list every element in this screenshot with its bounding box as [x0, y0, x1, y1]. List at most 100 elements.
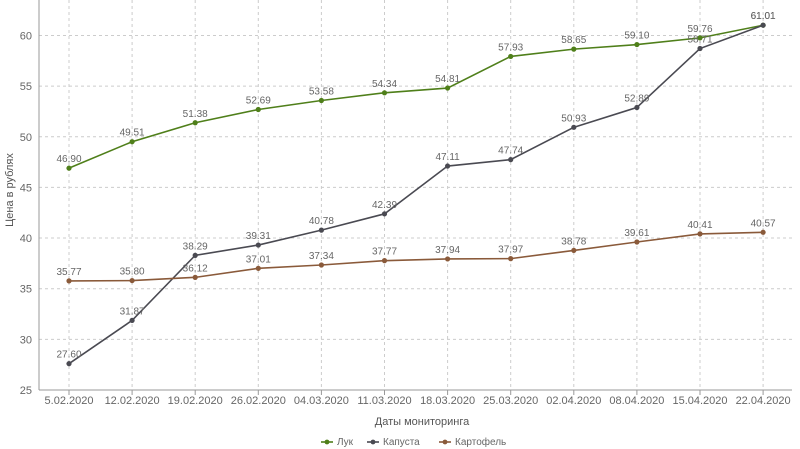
series-line — [68, 24, 764, 365]
data-label: 42.39 — [372, 200, 397, 211]
data-point — [634, 41, 640, 48]
data-label: 59.76 — [687, 24, 712, 35]
data-point — [381, 90, 388, 96]
data-point — [634, 239, 640, 245]
data-point — [697, 45, 703, 52]
legend-swatch-marker — [324, 439, 330, 445]
data-label: 61.01 — [751, 11, 776, 22]
data-label: 49.51 — [120, 128, 145, 139]
data-label: 51.38 — [183, 109, 208, 120]
y-tick-label: 25 — [20, 385, 32, 397]
series-line — [68, 231, 764, 282]
x-tick-label: 04.03.2020 — [294, 395, 349, 407]
data-label: 39.31 — [246, 231, 271, 242]
legend-entry: Лук — [337, 437, 354, 448]
data-point — [66, 278, 72, 284]
legend-swatch-marker — [442, 439, 448, 445]
legend: Лук Капуста Картофель — [321, 436, 506, 448]
data-point — [508, 157, 514, 163]
data-label: 37.34 — [309, 251, 334, 262]
y-tick-label: 35 — [20, 284, 32, 296]
data-label: 40.78 — [309, 216, 334, 227]
x-tick-label: 5.02.2020 — [45, 395, 94, 407]
data-label: 53.58 — [309, 86, 334, 97]
data-point — [381, 258, 388, 264]
data-label: 37.01 — [246, 254, 271, 265]
data-label: 38.78 — [561, 236, 586, 247]
y-tick-label: 45 — [20, 182, 32, 194]
data-label: 27.60 — [56, 350, 81, 361]
data-point — [508, 256, 514, 262]
data-point — [318, 97, 324, 104]
axis-layer: 25 30 35 40 45 50 55 60 5.02.2020 12.02.2020 19.02… — [20, 0, 792, 407]
data-label: 58.65 — [561, 35, 586, 46]
data-point — [318, 262, 324, 268]
x-tick-label: 08.04.2020 — [609, 395, 664, 407]
legend-swatch-marker — [370, 439, 376, 445]
x-tick-label: 12.02.2020 — [105, 395, 160, 407]
data-point — [760, 22, 766, 28]
x-tick-label: 02.04.2020 — [546, 395, 601, 407]
data-label: 36.12 — [183, 263, 208, 274]
data-label: 50.93 — [561, 113, 586, 124]
data-point — [192, 252, 198, 258]
data-label-layer: 46.90 49.51 51.38 52.69 53.58 54.34 54.81 57.93… — [56, 11, 776, 360]
y-tick-label: 40 — [20, 233, 32, 245]
data-label: 54.34 — [372, 79, 397, 90]
data-label: 40.57 — [751, 218, 776, 229]
data-label: 52.69 — [246, 96, 271, 107]
data-point — [255, 242, 261, 248]
data-label: 47.11 — [435, 152, 460, 163]
data-label: 37.77 — [372, 247, 397, 258]
data-label: 40.41 — [687, 220, 712, 231]
series-layer — [66, 22, 766, 367]
data-label: 52.89 — [624, 93, 649, 104]
data-point — [129, 277, 135, 284]
data-point — [445, 163, 451, 169]
data-point — [508, 53, 514, 60]
data-point — [66, 361, 72, 367]
y-tick-label: 30 — [20, 334, 32, 346]
y-tick-label: 55 — [20, 81, 32, 93]
grid-layer — [39, 0, 792, 390]
data-label: 35.80 — [120, 267, 145, 278]
x-tick-label: 11.03.2020 — [357, 395, 411, 407]
x-tick-label: 19.02.2020 — [168, 395, 223, 407]
series-line — [68, 24, 764, 169]
y-tick-label: 50 — [20, 132, 32, 144]
data-label: 57.93 — [498, 42, 523, 53]
data-point — [129, 139, 135, 145]
data-label: 38.29 — [183, 241, 208, 252]
x-tick-label: 22.04.2020 — [736, 395, 791, 407]
data-point — [66, 165, 72, 171]
data-point — [129, 317, 135, 324]
data-point — [697, 231, 703, 237]
data-label: 59.10 — [624, 31, 649, 42]
data-label: 46.90 — [56, 154, 81, 165]
data-label: 58.71 — [687, 35, 712, 46]
data-point — [571, 46, 577, 52]
data-label: 35.77 — [56, 267, 81, 278]
data-point — [445, 256, 451, 262]
data-point — [192, 120, 198, 126]
data-point — [318, 227, 324, 233]
data-label: 39.61 — [624, 228, 649, 239]
x-tick-label: 26.02.2020 — [231, 395, 286, 407]
y-tick-label: 60 — [20, 30, 32, 42]
x-axis-label: Даты мониторинга — [375, 416, 470, 428]
data-point — [192, 274, 198, 280]
data-label: 37.97 — [498, 245, 523, 256]
data-label: 61.01 — [751, 11, 776, 22]
data-point — [255, 106, 261, 113]
data-label: 47.74 — [498, 146, 523, 157]
data-point — [571, 247, 577, 254]
data-label: 37.94 — [435, 245, 460, 256]
y-axis-label: Цена в рублях — [4, 153, 16, 227]
data-label: 54.81 — [435, 74, 460, 85]
legend-entry: Капуста — [383, 437, 420, 448]
data-point — [255, 265, 261, 271]
data-point — [445, 85, 451, 91]
data-point — [697, 35, 703, 41]
data-label: 31.87 — [120, 306, 145, 317]
